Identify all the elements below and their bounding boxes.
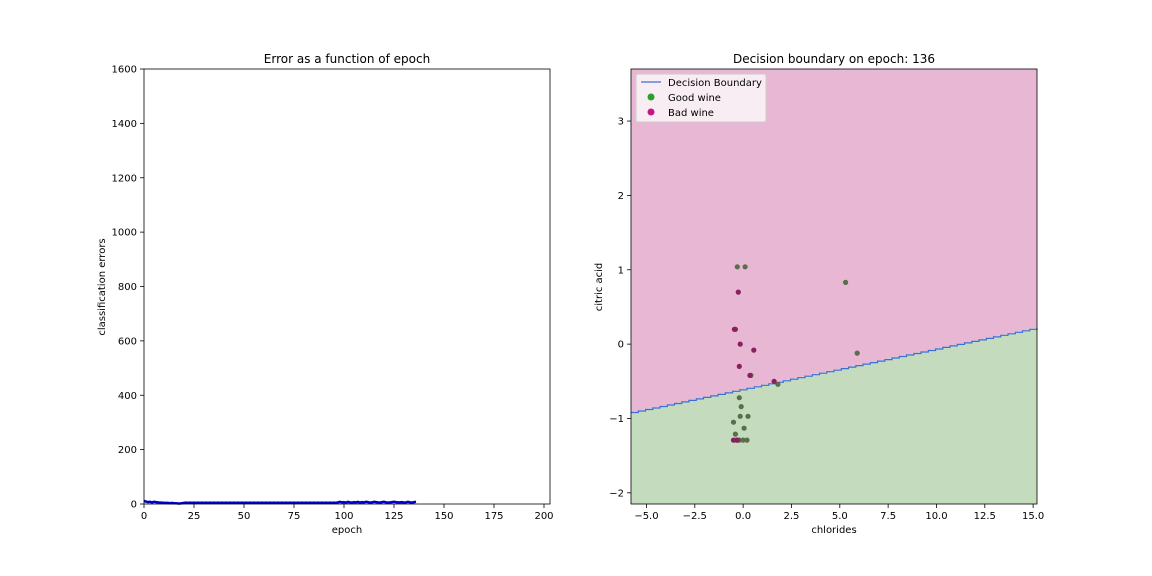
x-tick-label: 0 [141,511,147,522]
good-wine-point [854,350,860,356]
bad-wine-point [747,372,753,378]
x-tick-label: 0.0 [735,511,751,522]
decision-boundary-x-label: chlorides [811,525,856,536]
decision-boundary-line [631,327,1038,414]
x-tick-label: −5.0 [634,511,658,522]
x-tick-label: 100 [334,511,353,522]
legend: Decision Boundary Good wine Bad wine [635,73,767,123]
y-tick-label: −2 [609,488,624,499]
good-wine-point [775,381,781,387]
good-wine-point [734,264,740,270]
bad-wine-point [730,437,737,443]
good-wine-point [843,279,849,285]
good-wine-point [730,419,737,425]
good-wine-point [742,264,748,270]
x-tick-label: 150 [434,511,453,522]
bad-wine-region [631,69,1037,413]
bad-wine-point [731,326,738,332]
y-tick-label: 400 [118,391,137,402]
good-wine-point [732,431,739,437]
x-tick-label: 2.5 [784,511,800,522]
good-wine-point [741,425,747,431]
x-tick-label: 200 [534,511,553,522]
decision-boundary-y-ticks: −2 −1 0 1 2 3 [609,117,631,499]
y-tick-label: 200 [118,445,137,456]
x-tick-label: 125 [384,511,403,522]
y-tick-label: 2 [618,191,624,202]
x-tick-label: 175 [484,511,503,522]
error-chart: Error as a function of epoch 0 25 50 75 100 1… [97,52,554,536]
legend-good-wine-label: Good wine [668,93,721,104]
bad-wine-point [735,289,741,295]
good-wine-point [737,413,743,419]
y-tick-label: 1200 [112,173,137,184]
error-chart-y-label: classification errors [97,238,108,335]
legend-bad-wine-swatch [647,108,655,116]
y-tick-label: 1400 [112,119,137,130]
bad-wine-point [771,378,777,384]
y-tick-label: 1000 [112,228,137,239]
error-chart-title: Error as a function of epoch [264,52,430,66]
x-tick-label: 5.0 [832,511,848,522]
legend-good-wine-swatch [647,93,655,101]
x-tick-label: −2.5 [683,511,707,522]
decision-boundary-frame [630,68,1038,505]
x-tick-label: 10.0 [925,511,947,522]
x-tick-label: 75 [288,511,301,522]
error-chart-x-label: epoch [332,525,362,536]
decision-boundary-y-label: citric acid [594,263,605,312]
y-tick-label: 600 [118,336,137,347]
good-wine-point [736,395,742,401]
bad-wine-point [734,437,740,443]
x-tick-label: 12.5 [974,511,996,522]
x-tick-label: 50 [238,511,251,522]
legend-boundary-label: Decision Boundary [668,78,762,89]
decision-boundary-plot-area [630,68,1038,505]
x-tick-label: 25 [188,511,201,522]
bad-wine-point [736,363,742,369]
error-series-line [143,499,417,505]
x-tick-label: 15.0 [1022,511,1044,522]
decision-boundary-chart-title: Decision boundary on epoch: 136 [733,52,935,66]
error-chart-x-ticks: 0 25 50 75 100 125 150 175 200 [141,504,554,522]
good-wine-point [745,413,751,419]
good-wine-point [740,437,746,443]
good-wine-region [631,327,1037,504]
x-tick-label: 7.5 [880,511,896,522]
y-tick-label: −1 [609,414,624,425]
y-tick-label: 800 [118,282,137,293]
y-tick-label: 0 [131,500,137,511]
good-wine-point [738,404,744,410]
decision-boundary-chart: Decision boundary on epoch: 136 −5.0 −2.5… [594,52,1044,536]
good-wine-point [744,437,750,443]
bad-wine-point [751,347,757,353]
bad-wine-point [737,341,743,347]
y-tick-label: 3 [618,117,624,128]
error-chart-y-ticks: 0 200 400 600 800 1000 1200 1400 1600 [112,65,144,511]
decision-boundary-x-ticks: −5.0 −2.5 0.0 2.5 5.0 7.5 10.0 12.5 15.0 [634,504,1044,522]
legend-bad-wine-label: Bad wine [668,108,714,119]
legend-box [635,73,767,123]
y-tick-label: 0 [618,340,624,351]
error-chart-plot-area [143,68,551,505]
y-tick-label: 1600 [112,65,137,76]
y-tick-label: 1 [618,265,624,276]
